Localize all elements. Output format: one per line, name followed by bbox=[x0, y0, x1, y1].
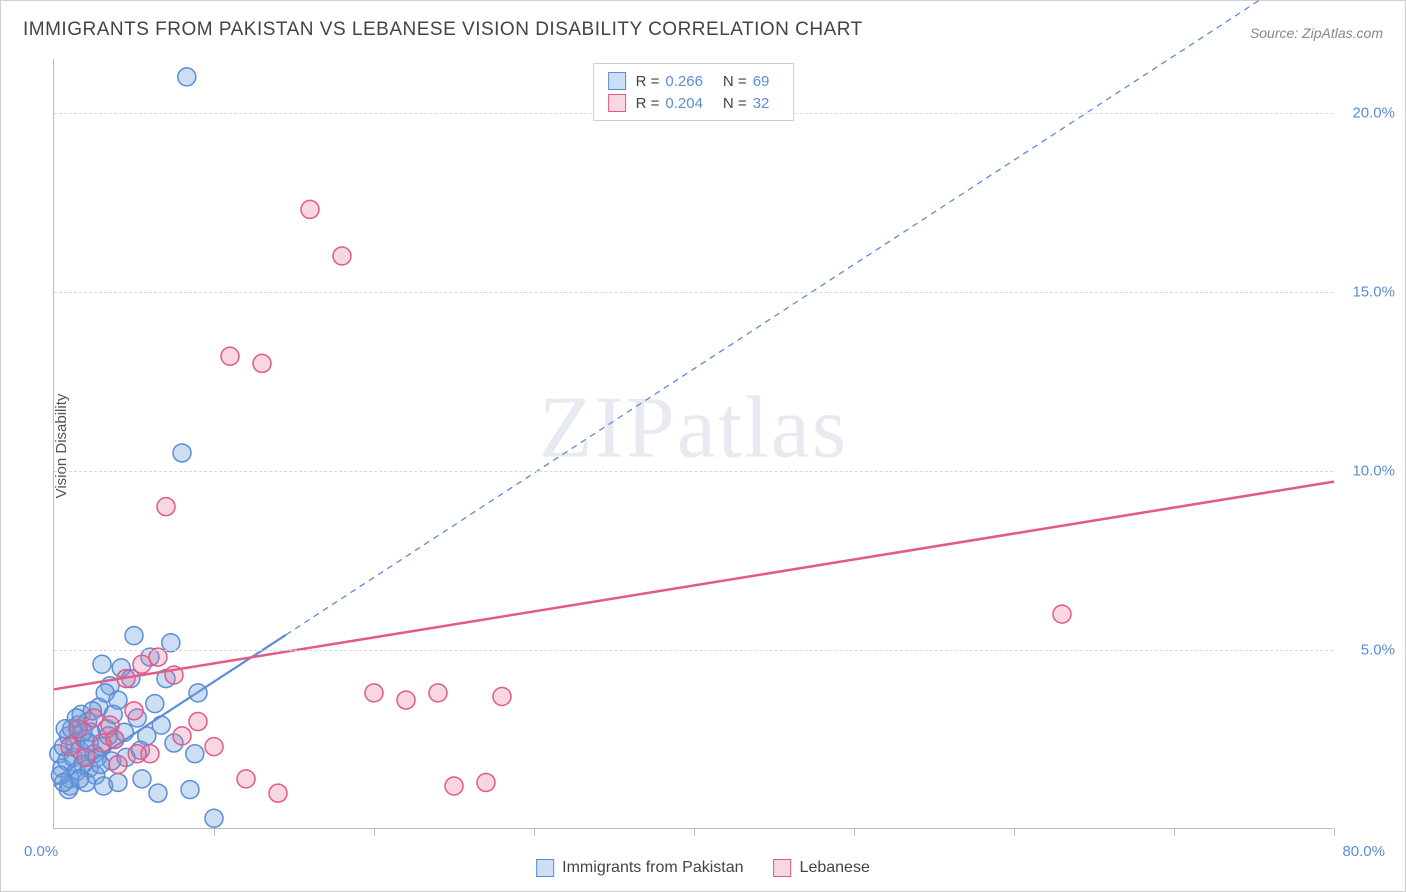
data-point bbox=[117, 670, 135, 688]
data-point bbox=[125, 627, 143, 645]
data-point bbox=[109, 756, 127, 774]
r-label: R = bbox=[636, 95, 660, 112]
legend-item: Lebanese bbox=[774, 859, 870, 877]
r-value: 0.266 bbox=[665, 73, 703, 90]
legend-label: Immigrants from Pakistan bbox=[562, 859, 743, 877]
data-point bbox=[149, 784, 167, 802]
x-tick bbox=[374, 828, 375, 836]
data-point bbox=[205, 738, 223, 756]
data-point bbox=[152, 716, 170, 734]
trend-line-extrapolated bbox=[286, 0, 1334, 635]
data-point bbox=[493, 687, 511, 705]
trend-line bbox=[54, 482, 1334, 690]
data-point bbox=[55, 773, 73, 791]
legend-swatch bbox=[774, 859, 792, 877]
data-point bbox=[477, 773, 495, 791]
x-tick bbox=[1174, 828, 1175, 836]
data-point bbox=[181, 781, 199, 799]
data-point bbox=[301, 200, 319, 218]
data-point bbox=[61, 738, 79, 756]
data-point bbox=[269, 784, 287, 802]
legend-swatch bbox=[608, 72, 626, 90]
x-tick bbox=[214, 828, 215, 836]
data-point bbox=[125, 702, 143, 720]
data-point bbox=[128, 745, 146, 763]
data-point bbox=[189, 713, 207, 731]
data-point bbox=[186, 745, 204, 763]
legend-swatch bbox=[536, 859, 554, 877]
r-value: 0.204 bbox=[665, 95, 703, 112]
y-tick-label: 5.0% bbox=[1361, 641, 1395, 658]
legend-swatch bbox=[608, 94, 626, 112]
gridline bbox=[54, 292, 1333, 293]
legend-bottom: Immigrants from Pakistan Lebanese bbox=[536, 859, 870, 877]
data-point bbox=[96, 684, 114, 702]
plot-svg bbox=[54, 59, 1333, 828]
x-tick bbox=[854, 828, 855, 836]
chart-title: IMMIGRANTS FROM PAKISTAN VS LEBANESE VIS… bbox=[23, 19, 863, 41]
data-point bbox=[77, 748, 95, 766]
data-point bbox=[221, 347, 239, 365]
n-label: N = bbox=[723, 73, 747, 90]
data-point bbox=[165, 666, 183, 684]
data-point bbox=[106, 730, 124, 748]
data-point bbox=[365, 684, 383, 702]
legend-row: R = 0.204 N = 32 bbox=[608, 92, 780, 114]
data-point bbox=[1053, 605, 1071, 623]
data-point bbox=[173, 444, 191, 462]
y-tick-label: 15.0% bbox=[1352, 283, 1395, 300]
data-point bbox=[205, 809, 223, 827]
n-label: N = bbox=[723, 95, 747, 112]
data-point bbox=[69, 720, 87, 738]
data-point bbox=[71, 770, 89, 788]
n-value: 32 bbox=[753, 95, 770, 112]
data-point bbox=[253, 354, 271, 372]
data-point bbox=[157, 498, 175, 516]
data-point bbox=[146, 695, 164, 713]
data-point bbox=[237, 770, 255, 788]
data-point bbox=[173, 727, 191, 745]
legend-row: R = 0.266 N = 69 bbox=[608, 70, 780, 92]
plot-area: ZIPatlas R =0.266N =69R =0.204N =32 5.0%… bbox=[53, 59, 1333, 829]
legend-stats-box: R = 0.266 N = 69 R = 0.204 N = 32 bbox=[593, 63, 795, 121]
x-tick bbox=[1334, 828, 1335, 836]
data-point bbox=[397, 691, 415, 709]
x-max-label: 80.0% bbox=[1342, 843, 1385, 860]
data-point bbox=[445, 777, 463, 795]
data-point bbox=[333, 247, 351, 265]
legend-item: Immigrants from Pakistan bbox=[536, 859, 743, 877]
legend-label: Lebanese bbox=[800, 859, 870, 877]
source-attribution: Source: ZipAtlas.com bbox=[1250, 25, 1383, 41]
data-point bbox=[133, 770, 151, 788]
x-tick bbox=[534, 828, 535, 836]
n-value: 69 bbox=[753, 73, 770, 90]
y-tick-label: 10.0% bbox=[1352, 462, 1395, 479]
x-tick bbox=[694, 828, 695, 836]
x-origin-label: 0.0% bbox=[24, 843, 58, 860]
x-tick bbox=[1014, 828, 1015, 836]
data-point bbox=[429, 684, 447, 702]
data-point bbox=[93, 655, 111, 673]
data-point bbox=[189, 684, 207, 702]
data-point bbox=[109, 773, 127, 791]
gridline bbox=[54, 650, 1333, 651]
gridline bbox=[54, 471, 1333, 472]
y-tick-label: 20.0% bbox=[1352, 104, 1395, 121]
r-label: R = bbox=[636, 73, 660, 90]
data-point bbox=[178, 68, 196, 86]
